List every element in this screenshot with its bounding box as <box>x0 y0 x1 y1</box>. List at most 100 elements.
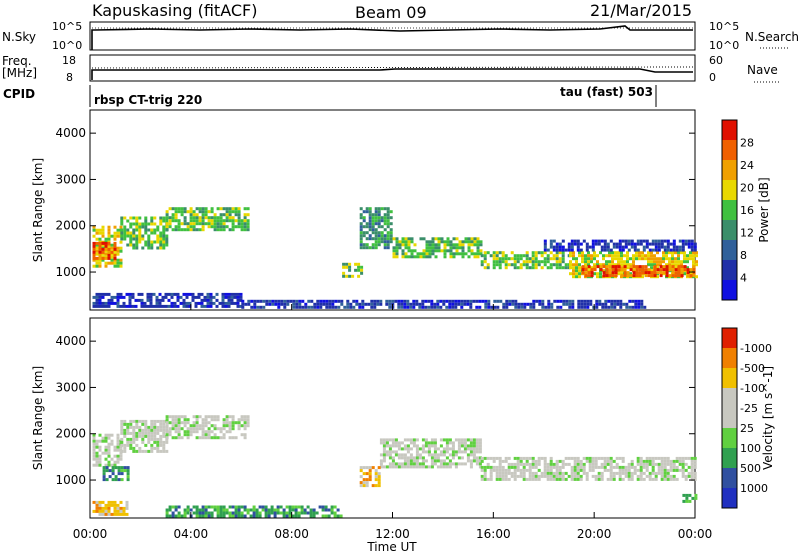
data-cell <box>632 257 635 261</box>
data-cell <box>150 449 154 453</box>
data-cell <box>255 514 259 518</box>
data-cell <box>498 471 502 475</box>
data-cell <box>442 462 446 466</box>
data-cell <box>501 477 505 481</box>
data-cell <box>624 465 628 469</box>
data-region <box>120 216 169 250</box>
data-cell <box>534 266 538 270</box>
data-cell <box>207 219 211 223</box>
data-cell <box>404 252 408 256</box>
data-cell <box>532 302 536 306</box>
data-cell <box>457 302 461 306</box>
data-cell <box>460 305 464 309</box>
data-cell <box>391 459 395 463</box>
data-cell <box>540 254 544 258</box>
data-cell <box>388 453 392 457</box>
data-cell <box>283 305 287 309</box>
data-cell <box>147 234 151 238</box>
data-cell <box>176 298 180 302</box>
data-cell <box>621 471 625 475</box>
data-cell <box>98 295 102 299</box>
data-cell <box>537 477 541 481</box>
data-cell <box>156 225 160 229</box>
data-cell <box>342 271 346 275</box>
nave-label: Nave <box>747 63 778 77</box>
data-cell <box>141 246 145 250</box>
data-cell <box>543 456 547 460</box>
data-cell <box>601 302 605 306</box>
data-cell <box>606 462 610 466</box>
data-cell <box>225 508 229 512</box>
data-cell <box>362 466 366 470</box>
data-cell <box>573 474 577 478</box>
data-cell <box>95 237 99 241</box>
data-cell <box>495 456 499 460</box>
time-xlabel: Time UT <box>366 540 417 554</box>
data-cell <box>119 512 123 516</box>
data-cell <box>519 459 523 463</box>
data-cell <box>602 257 605 261</box>
data-cell <box>189 430 193 434</box>
data-cell <box>144 219 148 223</box>
data-cell <box>233 292 237 296</box>
data-cell <box>228 207 232 211</box>
data-cell <box>168 216 172 220</box>
data-cell <box>222 505 226 509</box>
colorbar-tick-label: 8 <box>740 249 747 262</box>
data-cell <box>543 263 547 267</box>
data-cell <box>684 239 688 243</box>
data-cell <box>357 268 361 272</box>
data-cell <box>594 459 598 463</box>
nsky-frame <box>89 21 696 51</box>
data-cell <box>95 451 99 455</box>
data-cell <box>609 459 613 463</box>
data-cell <box>144 222 148 226</box>
data-cell <box>537 468 541 472</box>
data-cell <box>576 471 580 475</box>
data-cell <box>348 265 352 269</box>
data-cell <box>119 264 123 268</box>
data-cell <box>400 465 404 469</box>
data-cell <box>552 239 556 243</box>
data-cell <box>111 478 115 482</box>
data-cell <box>388 465 392 469</box>
data-cell <box>677 251 680 255</box>
data-cell <box>243 207 247 211</box>
data-cell <box>430 441 434 445</box>
data-cell <box>681 239 685 243</box>
data-cell <box>204 213 208 217</box>
data-cell <box>466 299 470 303</box>
data-cell <box>174 421 178 425</box>
data-cell <box>364 302 368 306</box>
data-cell <box>258 505 262 509</box>
data-cell <box>442 450 446 454</box>
data-cell <box>155 304 159 308</box>
data-cell <box>400 462 404 466</box>
data-cell <box>203 295 207 299</box>
data-cell <box>291 508 295 512</box>
data-cell <box>98 304 102 308</box>
y-tick-label: 1000 <box>55 473 86 487</box>
y-tick-label: 3000 <box>55 380 86 394</box>
data-cell <box>683 251 686 255</box>
data-cell <box>586 302 590 306</box>
data-cell <box>213 418 217 422</box>
data-cell <box>300 508 304 512</box>
data-cell <box>615 471 619 475</box>
data-cell <box>144 443 148 447</box>
data-cell <box>400 305 404 309</box>
data-cell <box>618 465 622 469</box>
data-cell <box>224 295 228 299</box>
data-cell <box>162 449 166 453</box>
data-cell <box>436 459 440 463</box>
data-cell <box>684 477 688 481</box>
data-cell <box>475 450 479 454</box>
data-cell <box>107 463 111 467</box>
data-cell <box>457 299 461 303</box>
data-cell <box>585 248 589 252</box>
data-cell <box>379 438 383 442</box>
data-cell <box>501 257 505 261</box>
data-cell <box>367 302 371 306</box>
data-cell <box>484 302 488 306</box>
colorbar-tick-label: -1000 <box>740 342 772 355</box>
